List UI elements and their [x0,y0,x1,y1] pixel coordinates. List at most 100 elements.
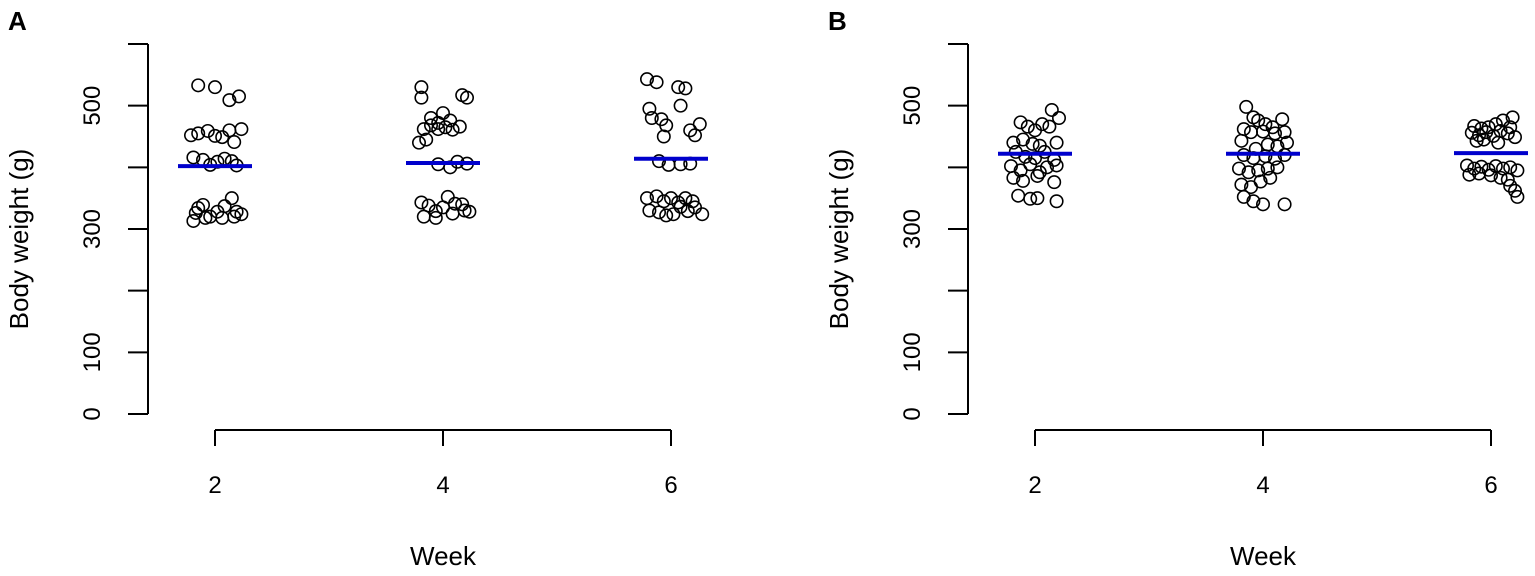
data-point [1052,111,1067,126]
x-axis-title: Week [410,541,477,571]
data-point [1500,126,1515,141]
data-point [1232,161,1247,176]
data-point [431,122,446,137]
data-point [428,210,443,225]
data-point [208,80,223,95]
data-point [671,80,686,95]
data-point [1246,194,1261,209]
data-point [680,204,695,219]
data-point [1505,110,1520,125]
data-point [208,128,223,143]
data-point [455,197,470,212]
data-point [1474,159,1489,174]
data-point [184,128,199,143]
data-point [423,111,438,126]
data-point [1503,178,1518,193]
data-point [683,123,698,138]
data-point [1277,125,1292,140]
data-point [414,195,429,210]
data-point [663,191,678,206]
data-point [411,135,426,150]
data-point [1491,135,1506,150]
data-point [186,213,201,228]
data-point [227,209,242,224]
data-point [232,89,247,104]
data-point [1234,133,1249,148]
data-point [1476,132,1491,147]
data-point [1023,191,1038,206]
data-point [447,196,462,211]
data-point [191,78,206,93]
data-point [445,122,460,137]
data-point [1503,160,1518,175]
data-point [416,122,431,137]
panel-label: A [8,6,27,36]
data-point [224,191,239,206]
y-tick-label: 0 [79,407,106,420]
data-point [1006,135,1021,150]
data-point [186,150,201,165]
data-point [1020,119,1035,134]
data-point [1013,163,1028,178]
data-point [234,207,249,222]
data-point [215,130,230,145]
data-point [234,122,249,137]
data-point [656,129,671,144]
panel-b: B 0 100 300 500 Body weight (g) 2 4 6 Week [824,6,1528,571]
data-point [222,123,237,138]
data-point [1025,136,1040,151]
data-point [651,154,666,169]
data-point [1510,163,1525,178]
data-point [644,111,659,126]
data-point [435,106,450,121]
data-point [1040,160,1055,175]
data-point [1256,197,1271,212]
data-point [198,210,213,225]
data-point [1006,170,1021,185]
data-point [1508,183,1523,198]
data-point [459,90,474,105]
data-point [1035,117,1050,132]
data-point [1510,189,1525,204]
data-point [692,117,707,132]
data-point [1011,188,1026,203]
x-tick-label: 2 [1028,472,1041,499]
data-point [1049,194,1064,209]
data-point [1253,174,1268,189]
data-point [1018,149,1033,164]
data-point [457,203,472,218]
y-tick-label: 0 [899,407,926,420]
data-point [1462,167,1477,182]
data-point [419,132,434,147]
data-point [1460,158,1475,173]
data-point [649,189,664,204]
data-point [1493,170,1508,185]
x-axis-title: Week [1230,541,1297,571]
data-point [639,72,654,87]
data-point [1508,130,1523,145]
data-point [414,90,429,105]
data-point [1015,173,1030,188]
data-point [1241,165,1256,180]
data-point [440,189,455,204]
data-point [217,151,232,166]
data-point [416,209,431,224]
data-point [1049,158,1064,173]
data-point [196,197,211,212]
y-tick-label: 500 [79,86,106,126]
data-point [1500,172,1515,187]
panel-a: A 0 100 300 500 Body weight (g) 2 4 6 Week [4,6,710,571]
data-point [1044,102,1059,117]
data-point [642,203,657,218]
y-tick-label: 100 [79,332,106,372]
data-point [651,205,666,220]
data-point [1270,160,1285,175]
data-point [1260,161,1275,176]
x-tick-label: 2 [208,472,221,499]
y-tick-label: 300 [899,209,926,249]
data-point [1263,170,1278,185]
y-tick-label: 300 [79,209,106,249]
data-point [642,101,657,116]
y-axis-title: Body weight (g) [824,149,854,330]
